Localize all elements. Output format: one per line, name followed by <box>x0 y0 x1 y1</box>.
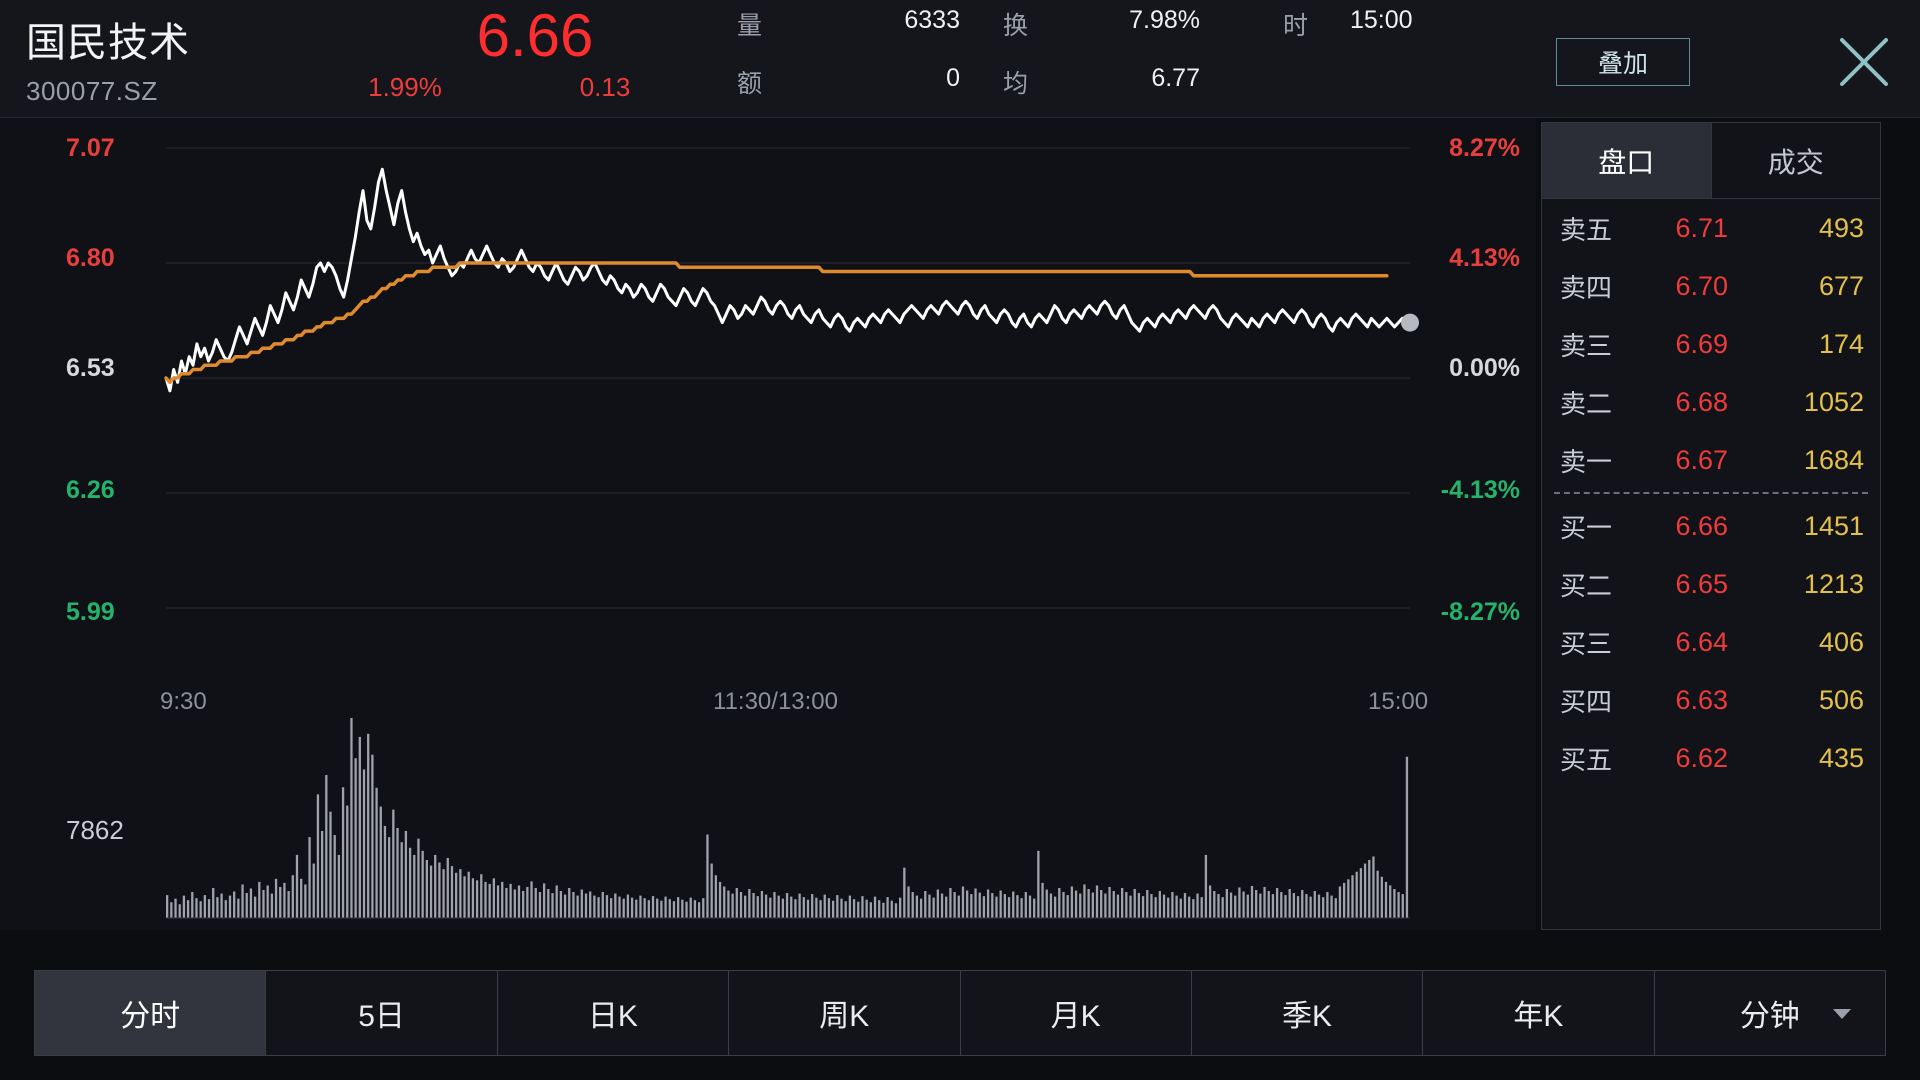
bid-price-1: 6.66 <box>1675 510 1728 541</box>
tab-daily-k[interactable]: 日K <box>496 971 728 1055</box>
tab-quarterly-k[interactable]: 季K <box>1190 971 1422 1055</box>
stat-label-turnover: 换 <box>1003 12 1029 40</box>
stat-label-time: 时 <box>1283 12 1309 40</box>
quote-header: 国民技术 300077.SZ 6.66 1.99% 0.13 量 6333 额 … <box>0 0 1920 118</box>
bid-row-2[interactable]: 买二 6.65 1213 <box>1542 555 1880 613</box>
ask-label-3: 卖三 <box>1560 330 1613 361</box>
y-axis-price-tick-1: 6.80 <box>66 244 115 272</box>
volume-plot <box>166 718 1410 919</box>
y-axis-price-tick-0: 7.07 <box>66 134 115 162</box>
bid-label-4: 买四 <box>1560 686 1613 717</box>
ask-volume-3: 174 <box>1818 328 1864 359</box>
bid-label-5: 买五 <box>1560 744 1613 775</box>
ask-row-2[interactable]: 卖二 6.68 1052 <box>1542 373 1880 431</box>
bid-price-3: 6.64 <box>1675 626 1728 657</box>
close-icon[interactable] <box>1832 30 1896 94</box>
x-axis-tick-open: 9:30 <box>160 688 207 715</box>
price-plot <box>164 147 1419 609</box>
tab-yearly-k[interactable]: 年K <box>1422 971 1653 1055</box>
y-axis-price-tick-3: 6.26 <box>66 476 115 504</box>
stat-value-volume: 6333 <box>904 6 960 34</box>
tab-monthly-k[interactable]: 月K <box>959 971 1191 1055</box>
ask-volume-1: 1684 <box>1803 444 1864 475</box>
intraday-chart[interactable]: 7.07 6.80 6.53 6.26 5.99 8.27% 4.13% 0.0… <box>0 118 1536 930</box>
stock-code: 300077.SZ <box>26 76 158 106</box>
ask-row-4[interactable]: 卖四 6.70 677 <box>1542 257 1880 315</box>
y-axis-price-tick-4: 5.99 <box>66 598 115 626</box>
bid-ask-divider <box>1554 492 1868 494</box>
ask-price-2: 6.68 <box>1675 386 1728 417</box>
bid-row-3[interactable]: 买三 6.64 406 <box>1542 613 1880 671</box>
ask-volume-4: 677 <box>1818 270 1864 301</box>
bid-price-5: 6.62 <box>1675 742 1728 773</box>
tab-5day[interactable]: 5日 <box>265 971 496 1055</box>
bid-price-2: 6.65 <box>1675 568 1728 599</box>
last-price: 6.66 <box>476 2 594 69</box>
ask-price-4: 6.70 <box>1675 270 1728 301</box>
ask-label-1: 卖一 <box>1560 446 1613 477</box>
bid-volume-3: 406 <box>1818 626 1864 657</box>
x-axis-tick-midday: 11:30/13:00 <box>713 688 839 715</box>
bid-row-1[interactable]: 买一 6.66 1451 <box>1542 497 1880 555</box>
y-axis-pct-tick-3: -4.13% <box>1440 476 1520 504</box>
stock-name: 国民技术 <box>26 21 190 65</box>
x-axis-tick-close: 15:00 <box>1368 688 1429 715</box>
tab-order-book[interactable]: 盘口 <box>1542 123 1711 198</box>
stat-label-amount: 额 <box>737 70 763 98</box>
stat-value-turnover: 7.98% <box>1129 6 1200 34</box>
ask-row-3[interactable]: 卖三 6.69 174 <box>1542 315 1880 373</box>
ask-label-5: 卖五 <box>1560 214 1613 245</box>
ask-volume-2: 1052 <box>1803 386 1864 417</box>
volume-pane <box>0 708 1536 930</box>
stat-value-amount: 0 <box>946 64 960 92</box>
overlay-button[interactable]: 叠加 <box>1556 38 1690 86</box>
ask-price-1: 6.67 <box>1675 444 1728 475</box>
order-book-rows: 卖五 6.71 493 卖四 6.70 677 卖三 6.69 174 卖二 6… <box>1542 199 1880 929</box>
bid-row-4[interactable]: 买四 6.63 506 <box>1542 671 1880 729</box>
ask-row-5[interactable]: 卖五 6.71 493 <box>1542 199 1880 257</box>
y-axis-pct-tick-4: -8.27% <box>1440 598 1520 626</box>
bid-volume-2: 1213 <box>1803 568 1864 599</box>
tab-minute[interactable]: 分钟 <box>1653 971 1885 1055</box>
price-pane: 7.07 6.80 6.53 6.26 5.99 8.27% 4.13% 0.0… <box>0 118 1536 678</box>
y-axis-pct-tick-1: 4.13% <box>1449 244 1520 272</box>
tab-trades[interactable]: 成交 <box>1710 123 1881 198</box>
bid-price-4: 6.63 <box>1675 684 1728 715</box>
tab-minute-label: 分钟 <box>1739 1000 1800 1033</box>
y-axis-pct-tick-0: 8.27% <box>1449 134 1520 162</box>
tab-weekly-k[interactable]: 周K <box>728 971 959 1055</box>
bid-row-5[interactable]: 买五 6.62 435 <box>1542 729 1880 787</box>
stat-label-volume: 量 <box>737 12 763 40</box>
bid-volume-1: 1451 <box>1803 510 1864 541</box>
change-percent: 1.99% <box>368 72 442 102</box>
order-book-panel: 盘口 成交 卖五 6.71 493 卖四 6.70 677 卖三 6.69 17… <box>1541 122 1881 930</box>
period-tabbar: 分时 5日 日K 周K 月K 季K 年K 分钟 <box>34 970 1886 1056</box>
ask-volume-5: 493 <box>1818 212 1864 243</box>
change-value: 0.13 <box>579 72 631 102</box>
tab-intraday[interactable]: 分时 <box>35 971 266 1055</box>
y-axis-price-tick-2: 6.53 <box>66 354 115 382</box>
order-book-tabs: 盘口 成交 <box>1542 123 1880 199</box>
stat-value-time: 15:00 <box>1350 6 1413 34</box>
bid-volume-4: 506 <box>1818 684 1864 715</box>
bid-volume-5: 435 <box>1818 742 1864 773</box>
ask-price-5: 6.71 <box>1675 212 1728 243</box>
stat-label-avgprice: 均 <box>1003 70 1029 98</box>
bid-label-3: 买三 <box>1560 628 1613 659</box>
stat-value-avgprice: 6.77 <box>1151 64 1200 92</box>
chevron-down-icon[interactable] <box>1833 1009 1851 1019</box>
ask-label-4: 卖四 <box>1560 272 1613 303</box>
bid-label-2: 买二 <box>1560 570 1613 601</box>
y-axis-pct-tick-2: 0.00% <box>1449 354 1520 382</box>
bid-label-1: 买一 <box>1560 512 1613 543</box>
ask-label-2: 卖二 <box>1560 388 1613 419</box>
ask-price-3: 6.69 <box>1675 328 1728 359</box>
volume-max-label: 7862 <box>66 815 124 845</box>
ask-row-1[interactable]: 卖一 6.67 1684 <box>1542 431 1880 489</box>
